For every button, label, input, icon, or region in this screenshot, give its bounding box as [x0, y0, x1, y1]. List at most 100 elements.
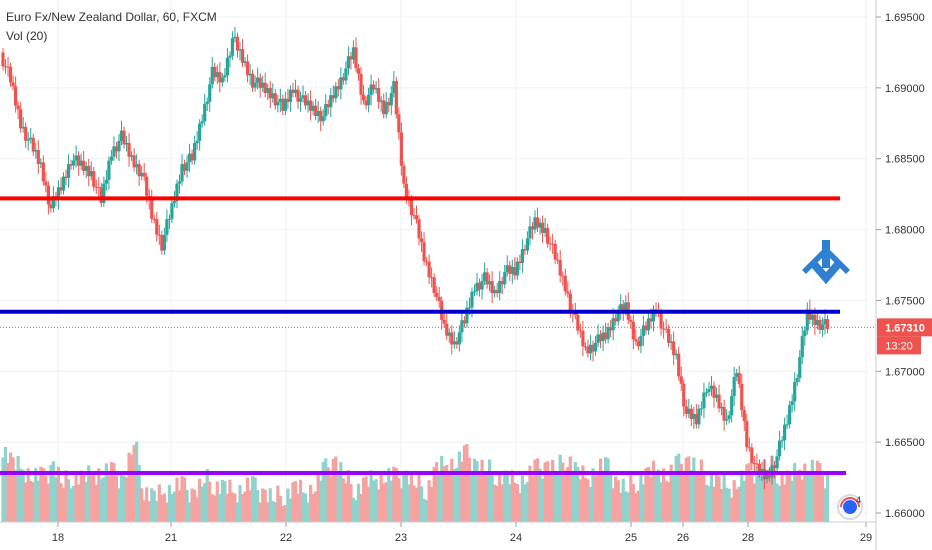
volume-bar	[316, 472, 320, 522]
candle-body	[573, 312, 577, 315]
volume-bar	[281, 506, 285, 522]
candle-body	[757, 463, 762, 474]
candle-body	[218, 72, 222, 83]
volume-bar	[709, 473, 714, 522]
candle-body	[543, 227, 547, 233]
candle-body	[245, 61, 250, 76]
volume-bar	[29, 480, 33, 522]
candle-body	[730, 396, 734, 416]
candle-body	[71, 160, 76, 166]
volume-bar	[440, 455, 444, 522]
volume-bar	[339, 462, 343, 522]
volume-bar	[475, 461, 479, 522]
volume-bar	[245, 477, 250, 522]
current-price-label: 1.67310	[885, 322, 925, 334]
current-price-badge	[877, 318, 932, 337]
volume-bar	[44, 475, 48, 522]
volume-bar	[36, 480, 40, 522]
volume-bar	[21, 469, 25, 522]
candle-body	[283, 98, 287, 111]
volume-bar	[808, 472, 812, 522]
candle-body	[309, 100, 313, 111]
volume-bar	[432, 466, 436, 522]
volume-bar	[122, 475, 126, 522]
volume-bar	[243, 491, 247, 522]
candle-body	[296, 89, 300, 102]
volume-bar	[482, 472, 487, 522]
candle-body	[813, 314, 817, 326]
volume-bar	[61, 487, 66, 522]
volume-bar	[59, 483, 63, 522]
time-tick-label: 29	[860, 532, 872, 544]
candle-body	[170, 203, 174, 219]
candle-body	[77, 155, 81, 166]
volume-bar	[435, 462, 439, 522]
volume-bar	[213, 495, 217, 522]
candle-body	[29, 137, 33, 140]
volume-bar	[11, 457, 15, 522]
time-tick-label: 26	[677, 532, 689, 544]
volume-bar	[820, 475, 825, 522]
candle-body	[785, 424, 789, 426]
volume-bar	[389, 480, 393, 522]
tradingview-logo-arc	[840, 497, 860, 508]
volume-bar	[195, 497, 199, 522]
price-tick-label: 1.68500	[885, 154, 925, 166]
candle-body	[177, 181, 182, 184]
volume-bar	[455, 467, 459, 522]
candle-body	[112, 146, 116, 157]
candle-body	[261, 82, 265, 88]
candle-body	[374, 88, 378, 90]
candle-body	[472, 291, 477, 293]
candle-body	[132, 155, 136, 168]
candle-body	[41, 162, 45, 182]
volume-bar	[185, 489, 189, 522]
candle-body	[198, 123, 202, 141]
volume-bar	[795, 472, 799, 522]
candle-body	[747, 447, 751, 449]
candle-body	[742, 410, 746, 422]
volume-bar	[815, 460, 819, 522]
candle-body	[460, 320, 464, 333]
candle-body	[293, 89, 298, 93]
price-candles	[1, 26, 830, 490]
candle-body	[404, 183, 409, 200]
volume-bar	[366, 486, 371, 522]
candle-body	[515, 261, 519, 276]
candle-body	[175, 183, 179, 202]
volume-bar	[84, 481, 88, 522]
candle-body	[445, 323, 449, 336]
volume-bar	[132, 445, 136, 522]
volume-bar	[717, 476, 721, 522]
candle-body	[518, 261, 522, 264]
candle-body	[520, 249, 524, 264]
candle-body	[641, 325, 646, 336]
volume-bar	[331, 458, 335, 522]
candle-body	[346, 56, 351, 69]
candle-body	[11, 82, 15, 87]
volume-indicator-title: Vol (20)	[6, 29, 48, 43]
volume-bar	[462, 445, 467, 522]
time-tick-label: 22	[280, 532, 292, 544]
volume-bar	[19, 468, 23, 522]
volume-bar	[258, 502, 262, 522]
candle-body	[306, 100, 310, 106]
candle-body	[329, 95, 333, 108]
volume-bar	[417, 473, 421, 522]
candle-body	[609, 327, 613, 331]
candle-body	[314, 105, 318, 116]
volume-bar	[321, 461, 325, 522]
candle-body	[689, 408, 693, 420]
volume-bar	[790, 480, 794, 522]
candle-body	[725, 419, 729, 421]
candle-body	[717, 394, 721, 409]
volume-bar	[699, 459, 704, 522]
candle-body	[319, 110, 323, 122]
candle-body	[79, 160, 83, 166]
volume-bar	[359, 493, 363, 522]
candle-body	[59, 187, 63, 191]
candle-body	[339, 77, 343, 90]
volume-bar	[180, 476, 184, 522]
